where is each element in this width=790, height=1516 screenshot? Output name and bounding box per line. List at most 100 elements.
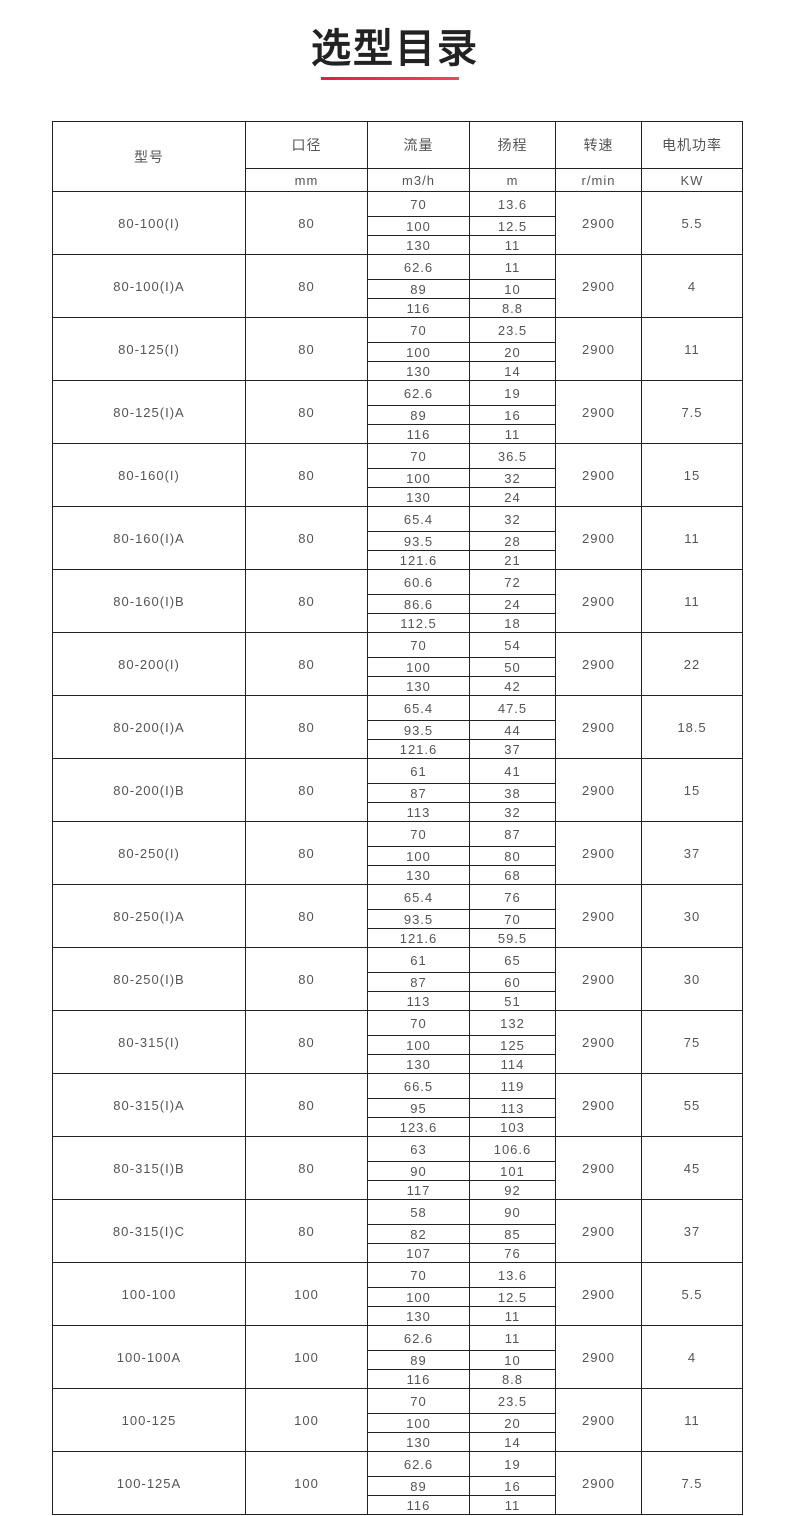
header-caliber: 口径: [245, 121, 368, 169]
head-cell: 50: [469, 657, 556, 677]
model-cell: 80-200(I)B: [52, 758, 246, 822]
table-row: 93.5 28: [53, 531, 743, 551]
caliber-cell: 80: [245, 758, 368, 822]
header-power: 电机功率: [641, 121, 743, 169]
selection-table: 型号 口径 流量 扬程 转速 电机功率 mm m3/h m r/min KW 8…: [52, 121, 743, 1515]
head-cell: 19: [469, 380, 556, 406]
flow-cell: 130: [367, 361, 470, 381]
table-row: 100-100 100 70 13.6 2900 5.5: [52, 1262, 743, 1326]
head-cell: 42: [469, 676, 556, 696]
model-cell: 80-160(I)A: [52, 506, 246, 570]
table-row: 112.5 18: [53, 613, 743, 633]
head-cell: 19: [469, 1451, 556, 1477]
flow-cell: 130: [367, 676, 470, 696]
head-cell: 80: [469, 846, 556, 866]
head-cell: 32: [469, 802, 556, 822]
flow-cell: 100: [367, 846, 470, 866]
head-cell: 76: [469, 1243, 556, 1263]
flow-cell: 100: [367, 342, 470, 362]
flow-cell: 65.4: [367, 695, 470, 721]
flow-cell: 62.6: [367, 254, 470, 280]
model-cell: 80-315(I): [52, 1010, 246, 1074]
head-cell: 21: [469, 550, 556, 570]
table-row: 113 32: [53, 802, 743, 822]
caliber-cell: 80: [245, 1199, 368, 1263]
head-cell: 18: [469, 613, 556, 633]
table-row: 116 11: [53, 1495, 743, 1515]
speed-cell: 2900: [555, 695, 642, 759]
power-cell: 30: [641, 884, 743, 948]
power-cell: 18.5: [641, 695, 743, 759]
table-row: 80-250(I)A 80 65.4 76 2900 30: [52, 884, 743, 948]
head-cell: 114: [469, 1054, 556, 1074]
table-row: 100 80: [53, 846, 743, 866]
header-row: 型号 口径 流量 扬程 转速 电机功率: [52, 121, 743, 192]
flow-cell: 61: [367, 947, 470, 973]
model-cell: 80-315(I)A: [52, 1073, 246, 1137]
speed-cell: 2900: [555, 821, 642, 885]
head-cell: 23.5: [469, 1388, 556, 1414]
flow-cell: 60.6: [367, 569, 470, 595]
flow-cell: 117: [367, 1180, 470, 1200]
speed-cell: 2900: [555, 1073, 642, 1137]
head-cell: 41: [469, 758, 556, 784]
model-cell: 100-100A: [52, 1325, 246, 1389]
flow-cell: 100: [367, 1035, 470, 1055]
table-row: 80-200(I)B 80 61 41 2900 15: [52, 758, 743, 822]
head-cell: 36.5: [469, 443, 556, 469]
head-cell: 14: [469, 361, 556, 381]
caliber-cell: 80: [245, 191, 368, 255]
flow-cell: 70: [367, 1388, 470, 1414]
speed-cell: 2900: [555, 506, 642, 570]
header-flow: 流量: [367, 121, 470, 169]
unit-flow: m3/h: [367, 168, 470, 192]
model-cell: 80-160(I)B: [52, 569, 246, 633]
header-speed: 转速: [555, 121, 642, 169]
flow-cell: 116: [367, 424, 470, 444]
flow-cell: 113: [367, 991, 470, 1011]
table-row: 100 50: [53, 657, 743, 677]
power-cell: 5.5: [641, 191, 743, 255]
head-cell: 32: [469, 468, 556, 488]
flow-cell: 116: [367, 298, 470, 318]
table-row: 89 10: [53, 279, 743, 299]
table-row: 113 51: [53, 991, 743, 1011]
flow-cell: 70: [367, 443, 470, 469]
table-row: 86.6 24: [53, 594, 743, 614]
head-cell: 60: [469, 972, 556, 992]
power-cell: 7.5: [641, 380, 743, 444]
speed-cell: 2900: [555, 1136, 642, 1200]
table-row: 80-160(I)B 80 60.6 72 2900 11: [52, 569, 743, 633]
flow-cell: 100: [367, 216, 470, 236]
head-cell: 103: [469, 1117, 556, 1137]
flow-cell: 58: [367, 1199, 470, 1225]
flow-cell: 62.6: [367, 380, 470, 406]
speed-cell: 2900: [555, 1010, 642, 1074]
model-cell: 80-125(I)A: [52, 380, 246, 444]
head-cell: 13.6: [469, 191, 556, 217]
head-cell: 11: [469, 1325, 556, 1351]
model-cell: 80-250(I)A: [52, 884, 246, 948]
head-cell: 101: [469, 1161, 556, 1181]
flow-cell: 66.5: [367, 1073, 470, 1099]
head-cell: 68: [469, 865, 556, 885]
caliber-cell: 80: [245, 254, 368, 318]
head-cell: 8.8: [469, 298, 556, 318]
head-cell: 132: [469, 1010, 556, 1036]
head-cell: 8.8: [469, 1369, 556, 1389]
head-cell: 23.5: [469, 317, 556, 343]
power-cell: 15: [641, 443, 743, 507]
flow-cell: 130: [367, 865, 470, 885]
power-cell: 11: [641, 317, 743, 381]
flow-cell: 121.6: [367, 739, 470, 759]
caliber-cell: 80: [245, 632, 368, 696]
speed-cell: 2900: [555, 1262, 642, 1326]
flow-cell: 89: [367, 1350, 470, 1370]
caliber-cell: 80: [245, 884, 368, 948]
table-row: 80-200(I)A 80 65.4 47.5 2900 18.5: [52, 695, 743, 759]
caliber-cell: 80: [245, 947, 368, 1011]
table-row: 80-100(I) 80 70 13.6 2900 5.5: [52, 191, 743, 255]
power-cell: 15: [641, 758, 743, 822]
table-row: 121.6 37: [53, 739, 743, 759]
flow-cell: 90: [367, 1161, 470, 1181]
